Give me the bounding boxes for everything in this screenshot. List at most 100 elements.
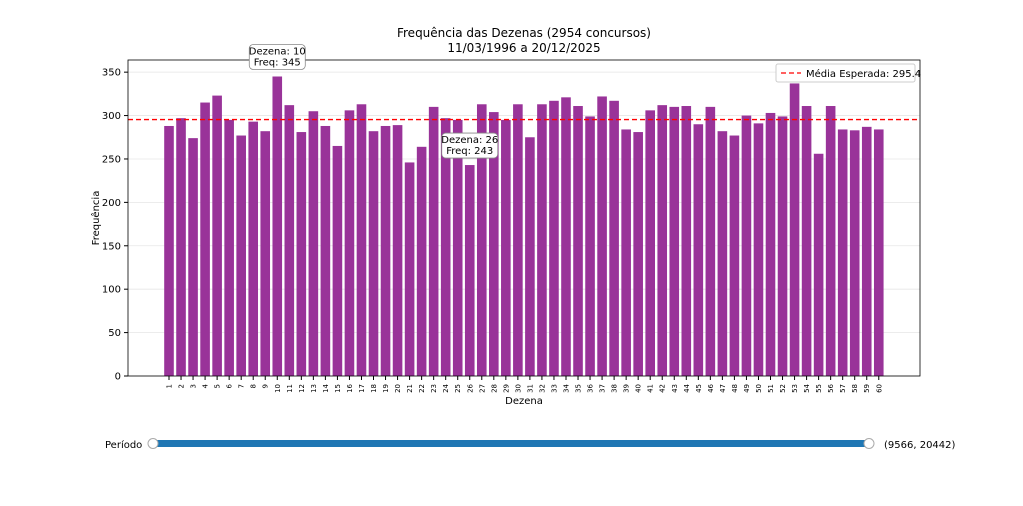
x-tick-label: 48	[731, 384, 739, 393]
x-tick-label: 14	[322, 383, 330, 392]
x-tick-label: 50	[755, 384, 763, 393]
bar	[717, 131, 728, 376]
x-tick-label: 55	[815, 384, 823, 393]
annotation-text: Dezena: 10	[249, 46, 306, 57]
bar	[224, 119, 234, 377]
bar	[212, 95, 222, 376]
x-tick-label: 60	[875, 384, 883, 393]
bar	[729, 135, 740, 376]
x-tick-label: 41	[647, 384, 655, 393]
bar	[525, 137, 535, 376]
x-tick-label: 27	[478, 384, 486, 393]
y-tick-label: 250	[102, 154, 121, 165]
bar	[657, 105, 668, 377]
bar	[561, 97, 571, 376]
x-tick-label: 33	[550, 384, 558, 393]
bar	[416, 146, 427, 376]
bar	[537, 104, 547, 377]
x-tick-label: 13	[310, 384, 318, 393]
bar	[476, 104, 487, 377]
x-tick-label: 6	[226, 383, 234, 388]
x-tick-label: 45	[695, 384, 703, 393]
chart-title: Frequência das Dezenas (2954 concursos)	[397, 26, 651, 40]
x-tick-label: 40	[635, 384, 643, 393]
bar	[585, 116, 595, 376]
y-tick-label: 100	[102, 285, 121, 296]
x-tick-label: 51	[767, 384, 775, 393]
x-tick-label: 53	[791, 384, 799, 393]
x-tick-label: 20	[394, 384, 402, 393]
x-tick-label: 29	[502, 384, 510, 393]
x-tick-label: 7	[238, 384, 246, 388]
x-tick-label: 28	[490, 384, 498, 393]
x-tick-label: 26	[466, 383, 474, 392]
y-tick-label: 350	[102, 68, 121, 79]
x-tick-label: 56	[827, 383, 835, 392]
x-tick-label: 32	[538, 384, 546, 393]
y-tick-label: 150	[102, 241, 121, 252]
x-tick-label: 37	[599, 384, 607, 393]
legend-label: Média Esperada: 295.4	[806, 68, 921, 80]
bar	[308, 111, 319, 376]
x-tick-label: 4	[202, 383, 210, 388]
slider-handle-end[interactable]	[863, 438, 875, 449]
bar	[248, 121, 259, 376]
bar	[849, 130, 860, 376]
bar	[597, 96, 607, 376]
slider-track[interactable]	[153, 440, 869, 447]
x-tick-label: 2	[178, 384, 186, 388]
x-tick-label: 10	[274, 384, 282, 393]
bar	[380, 125, 391, 376]
x-tick-label: 42	[659, 384, 667, 393]
x-tick-label: 36	[587, 383, 595, 392]
x-tick-label: 15	[334, 384, 342, 393]
x-axis-label: Dezena	[505, 396, 543, 407]
bar	[368, 131, 379, 376]
x-tick-label: 3	[190, 384, 198, 388]
x-tick-label: 24	[442, 383, 450, 392]
bar	[176, 118, 186, 377]
bar	[404, 162, 415, 376]
annotation-text: Freq: 345	[254, 57, 301, 68]
bar	[789, 83, 800, 376]
bar	[452, 119, 463, 377]
bar	[753, 123, 764, 376]
x-tick-label: 5	[214, 384, 222, 388]
bar	[428, 106, 439, 376]
x-tick-label: 25	[454, 384, 462, 393]
x-tick-label: 31	[526, 384, 534, 393]
legend-box	[775, 63, 916, 83]
bar	[681, 106, 692, 376]
bar	[741, 115, 752, 377]
x-tick-label: 35	[575, 384, 583, 393]
x-tick-label: 18	[370, 384, 378, 393]
annotation-text: Dezena: 26	[441, 135, 498, 146]
bar	[549, 100, 559, 377]
bar	[236, 135, 246, 376]
annotation-box	[248, 44, 306, 70]
bar	[356, 104, 367, 377]
bar	[765, 112, 776, 376]
y-tick-label: 300	[102, 111, 121, 122]
slider-value: (9566, 20442)	[884, 440, 956, 451]
bar	[777, 116, 788, 376]
bar	[464, 165, 475, 376]
slider-label: Período	[105, 439, 142, 451]
x-tick-label: 46	[707, 383, 715, 392]
annotation-text: Freq: 243	[446, 146, 493, 157]
x-tick-label: 58	[851, 384, 859, 393]
x-tick-label: 49	[743, 384, 751, 393]
bar	[693, 124, 704, 376]
bar	[513, 104, 523, 377]
slider-handle-start[interactable]	[147, 438, 159, 449]
bar	[200, 102, 210, 377]
x-tick-label: 39	[623, 384, 631, 393]
bar	[188, 138, 198, 376]
bar	[873, 129, 884, 376]
x-tick-label: 34	[562, 383, 570, 392]
y-tick-label: 0	[115, 372, 121, 383]
bar	[609, 100, 619, 377]
x-tick-label: 47	[719, 384, 727, 393]
bar	[669, 106, 680, 376]
